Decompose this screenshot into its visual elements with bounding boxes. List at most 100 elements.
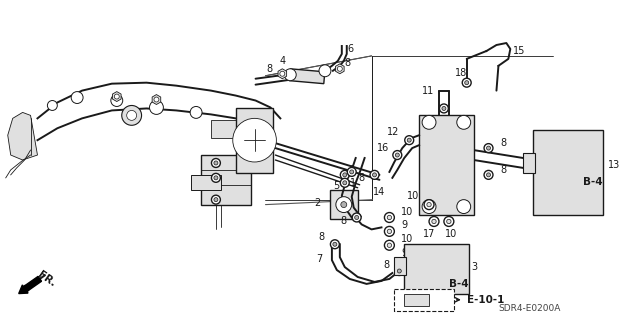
Circle shape — [422, 200, 436, 213]
Circle shape — [385, 212, 394, 222]
Text: 2: 2 — [314, 198, 320, 208]
Circle shape — [407, 138, 412, 142]
Text: 8: 8 — [383, 260, 389, 270]
Text: 3: 3 — [472, 262, 478, 272]
Circle shape — [211, 195, 220, 204]
Circle shape — [457, 115, 470, 129]
Circle shape — [343, 181, 347, 185]
Circle shape — [330, 240, 339, 249]
Text: 8: 8 — [500, 138, 506, 148]
Text: 8: 8 — [340, 217, 347, 226]
Circle shape — [372, 173, 376, 177]
Text: FR.: FR. — [36, 270, 57, 289]
Circle shape — [319, 65, 331, 77]
Text: 16: 16 — [377, 143, 389, 153]
Circle shape — [486, 173, 490, 177]
Circle shape — [432, 219, 436, 224]
Text: 7: 7 — [316, 254, 322, 264]
Circle shape — [370, 170, 379, 179]
Text: 8: 8 — [345, 58, 351, 68]
Circle shape — [355, 215, 358, 219]
Text: 8: 8 — [319, 232, 325, 242]
Circle shape — [424, 200, 434, 210]
Polygon shape — [113, 92, 121, 101]
Text: 14: 14 — [372, 187, 385, 197]
Bar — [211, 120, 239, 138]
Bar — [236, 108, 273, 173]
Circle shape — [442, 107, 446, 110]
Circle shape — [465, 81, 468, 85]
Text: 9: 9 — [401, 248, 408, 258]
Circle shape — [444, 217, 454, 226]
Text: 6: 6 — [348, 44, 354, 54]
Circle shape — [387, 229, 392, 234]
Circle shape — [396, 153, 399, 157]
Text: 1: 1 — [349, 178, 356, 188]
Circle shape — [341, 202, 347, 208]
Circle shape — [190, 107, 202, 118]
Circle shape — [349, 170, 354, 174]
Text: 5: 5 — [333, 181, 340, 191]
Circle shape — [393, 151, 402, 160]
Text: 1: 1 — [349, 165, 356, 175]
Text: SDR4-E0200A: SDR4-E0200A — [499, 304, 561, 313]
Bar — [394, 289, 454, 311]
Circle shape — [111, 94, 123, 107]
Circle shape — [422, 115, 436, 129]
Bar — [394, 257, 406, 275]
Circle shape — [387, 215, 392, 220]
Text: 8: 8 — [500, 165, 506, 175]
Bar — [533, 130, 602, 214]
Text: 10: 10 — [445, 229, 457, 239]
Bar — [289, 69, 325, 84]
Polygon shape — [152, 94, 161, 105]
Circle shape — [457, 200, 470, 213]
Circle shape — [348, 167, 356, 176]
Circle shape — [427, 203, 431, 207]
Circle shape — [397, 269, 401, 273]
Bar — [330, 190, 358, 219]
Circle shape — [214, 161, 218, 165]
Circle shape — [484, 170, 493, 179]
Text: 18: 18 — [454, 68, 467, 78]
Text: E-10-1: E-10-1 — [467, 295, 504, 305]
Text: 15: 15 — [513, 46, 525, 56]
Text: 17: 17 — [423, 229, 435, 239]
Bar — [524, 153, 535, 173]
Bar — [404, 244, 468, 294]
Bar — [404, 294, 429, 306]
Bar — [419, 115, 474, 214]
Circle shape — [71, 92, 83, 103]
Circle shape — [385, 226, 394, 236]
Polygon shape — [8, 112, 38, 160]
Circle shape — [404, 136, 413, 145]
Bar — [191, 175, 221, 190]
Text: 11: 11 — [422, 85, 434, 96]
Circle shape — [127, 110, 136, 120]
Circle shape — [284, 69, 296, 81]
Circle shape — [484, 144, 493, 152]
FancyArrow shape — [19, 276, 42, 293]
Circle shape — [340, 178, 349, 187]
Circle shape — [462, 78, 471, 87]
Text: B-4: B-4 — [449, 279, 468, 289]
Circle shape — [486, 146, 490, 150]
Text: 9: 9 — [401, 220, 408, 230]
Circle shape — [340, 170, 349, 179]
Circle shape — [214, 176, 218, 180]
Circle shape — [352, 213, 361, 222]
Circle shape — [447, 219, 451, 224]
Text: 8: 8 — [266, 64, 273, 74]
Circle shape — [429, 217, 439, 226]
Circle shape — [343, 173, 347, 177]
Circle shape — [47, 100, 58, 110]
Circle shape — [122, 106, 141, 125]
Circle shape — [440, 104, 449, 113]
Circle shape — [387, 243, 392, 248]
Text: 8: 8 — [358, 173, 365, 183]
Circle shape — [333, 242, 337, 246]
Text: 13: 13 — [607, 160, 620, 170]
Circle shape — [211, 174, 220, 182]
Polygon shape — [335, 64, 344, 74]
Circle shape — [211, 159, 220, 167]
